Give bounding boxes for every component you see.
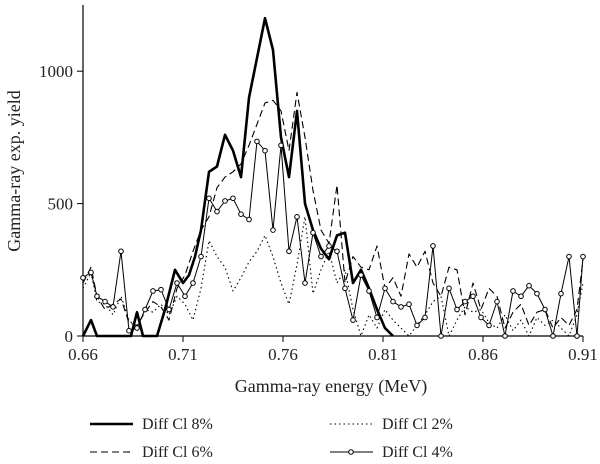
data-point xyxy=(182,293,188,300)
legend-label: Diff Cl 8% xyxy=(142,416,213,433)
x-tick-label: 0.81 xyxy=(368,345,398,364)
series-layer xyxy=(80,16,586,339)
data-point xyxy=(342,285,348,292)
legend-label: Diff Cl 6% xyxy=(142,444,213,461)
data-point xyxy=(318,253,324,260)
y-axis-title: Gamma-ray exp. yield xyxy=(4,90,24,251)
series-3 xyxy=(80,138,586,339)
data-point xyxy=(246,216,252,223)
data-point xyxy=(286,248,292,255)
data-point xyxy=(438,333,444,339)
data-point xyxy=(134,325,140,331)
series-line xyxy=(81,16,394,338)
data-point xyxy=(430,243,436,249)
tick-group: 0.66 0.71 0.76 0.81 0.86 0.91 0 500 1000 xyxy=(39,62,598,364)
data-point xyxy=(510,288,516,294)
series-0 xyxy=(81,16,394,338)
data-point xyxy=(478,314,484,321)
data-point xyxy=(262,147,268,154)
x-tick-label: 0.71 xyxy=(168,345,198,364)
data-point xyxy=(214,208,220,215)
x-tick-label: 0.66 xyxy=(68,345,98,364)
legend-item: Diff Cl 4% xyxy=(330,444,453,461)
data-point xyxy=(574,333,580,339)
data-point xyxy=(142,306,148,313)
data-point xyxy=(222,198,228,204)
data-point xyxy=(270,227,276,233)
y-tick-label: 0 xyxy=(65,327,74,346)
axes xyxy=(82,5,583,337)
data-point xyxy=(230,195,236,202)
legend-item: Diff Cl 2% xyxy=(330,416,453,433)
legend-marker xyxy=(348,449,354,455)
data-point xyxy=(310,229,316,236)
data-point xyxy=(518,293,524,300)
data-point xyxy=(254,138,260,145)
data-point xyxy=(366,288,372,294)
data-point xyxy=(174,280,180,286)
data-point xyxy=(198,253,204,260)
data-point xyxy=(238,211,244,217)
data-point xyxy=(406,301,412,308)
data-point xyxy=(534,290,540,297)
legend-item: Diff Cl 6% xyxy=(90,444,213,461)
y-tick-label: 1000 xyxy=(39,62,73,81)
data-point xyxy=(494,298,500,305)
data-point xyxy=(94,293,100,300)
data-point xyxy=(486,322,492,329)
data-point xyxy=(326,243,332,249)
data-point xyxy=(102,298,108,305)
data-point xyxy=(118,248,124,255)
data-point xyxy=(526,282,532,289)
legend-item: Diff Cl 8% xyxy=(90,416,213,433)
data-point xyxy=(470,293,476,300)
data-point xyxy=(390,298,396,305)
data-point xyxy=(358,272,364,278)
data-point xyxy=(294,214,300,220)
data-point xyxy=(398,304,404,310)
data-point xyxy=(502,333,508,339)
data-point xyxy=(190,280,196,286)
x-tick-label: 0.91 xyxy=(568,345,598,364)
data-point xyxy=(350,317,356,323)
data-point xyxy=(126,327,132,334)
data-point xyxy=(558,290,564,297)
data-point xyxy=(166,306,172,313)
data-point xyxy=(206,195,212,202)
data-point xyxy=(150,288,156,294)
legend: Diff Cl 8% Diff Cl 6% Diff Cl 2% Diff Cl 4% xyxy=(90,416,453,461)
data-point xyxy=(580,253,586,260)
data-point xyxy=(158,286,164,293)
data-point xyxy=(446,285,452,292)
series-line xyxy=(82,91,584,329)
data-point xyxy=(302,280,308,286)
data-point xyxy=(542,306,548,313)
data-point xyxy=(110,304,116,310)
legend-label: Diff Cl 2% xyxy=(382,416,453,433)
data-point xyxy=(566,253,572,260)
data-point xyxy=(414,322,420,329)
legend-label: Diff Cl 4% xyxy=(382,444,453,461)
data-point xyxy=(80,274,86,281)
data-point xyxy=(374,314,380,321)
x-axis-title: Gamma-ray energy (MeV) xyxy=(235,376,428,397)
data-point xyxy=(422,314,428,321)
x-tick-label: 0.86 xyxy=(468,345,498,364)
data-point xyxy=(462,298,468,305)
data-point xyxy=(454,306,460,313)
x-tick-label: 0.76 xyxy=(268,345,298,364)
data-point xyxy=(382,285,388,292)
series-line xyxy=(82,140,584,337)
data-point xyxy=(334,248,340,255)
y-tick-label: 500 xyxy=(48,195,74,214)
data-point xyxy=(88,269,94,276)
data-point xyxy=(550,333,556,339)
data-point xyxy=(278,142,284,149)
series-1 xyxy=(82,91,584,329)
